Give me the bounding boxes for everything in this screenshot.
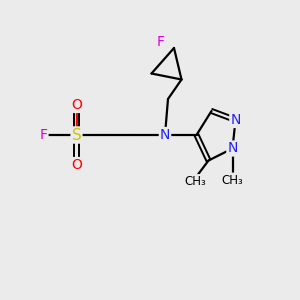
Text: N: N [160, 128, 170, 142]
Text: F: F [40, 128, 47, 142]
Text: S: S [72, 128, 81, 142]
Text: O: O [71, 98, 82, 112]
Text: N: N [227, 142, 238, 155]
Text: CH₃: CH₃ [222, 173, 243, 187]
Text: CH₃: CH₃ [184, 175, 206, 188]
Text: N: N [230, 113, 241, 127]
Text: F: F [157, 35, 164, 49]
Text: O: O [71, 158, 82, 172]
